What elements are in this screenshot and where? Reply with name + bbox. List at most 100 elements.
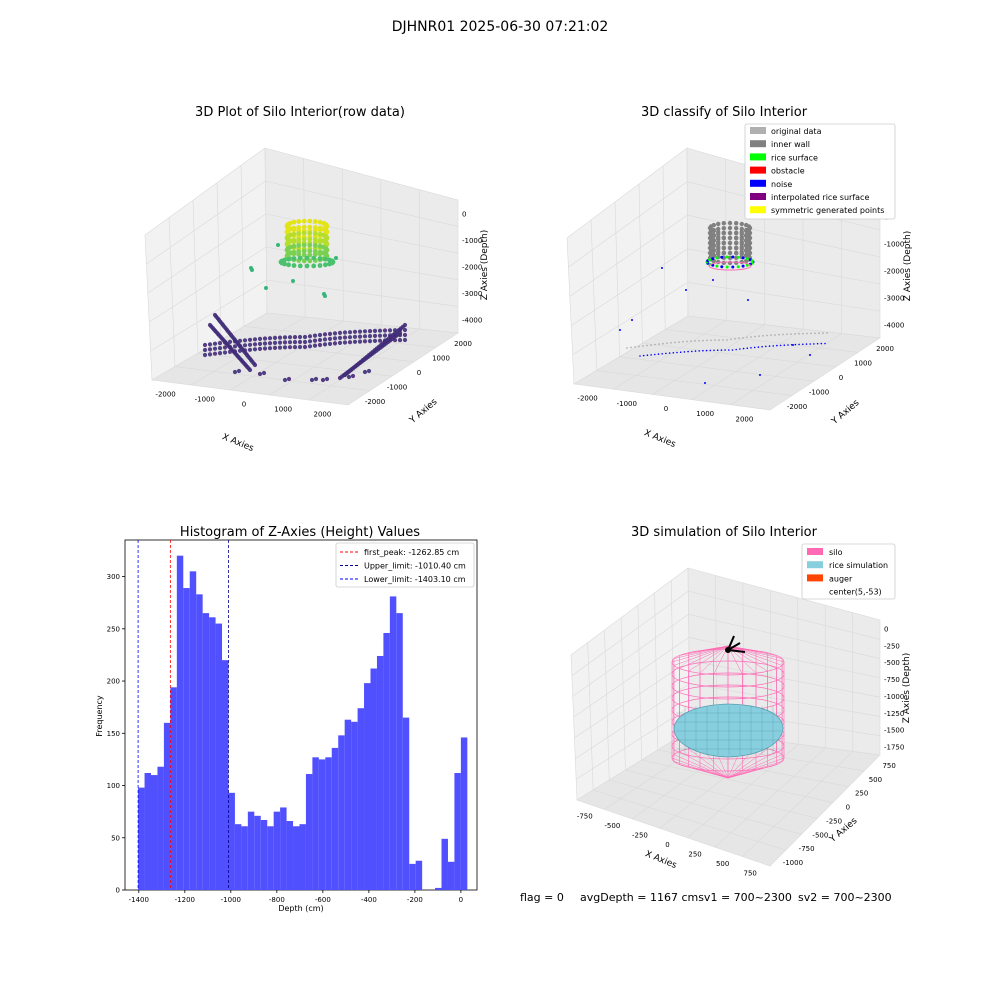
classify-noise-point — [702, 349, 704, 352]
histogram-bar — [331, 747, 339, 890]
raw-point — [296, 225, 302, 230]
raw-point — [387, 328, 393, 333]
raw-point — [291, 263, 297, 268]
classify-inner-wall-point — [727, 250, 733, 256]
silo-roof-strut — [688, 645, 729, 672]
x-tick-label: 0 — [242, 401, 246, 409]
classify-3d-ticks: -2000-1000010002000-2000-10000100020000-… — [577, 214, 904, 424]
raw-point — [342, 335, 348, 340]
classify-original-point — [730, 338, 732, 341]
histogram-bar — [389, 596, 397, 890]
raw-point — [302, 334, 308, 340]
histogram-legend: first_peak: -1262.85 cm Upper_limit: -101… — [335, 542, 475, 588]
raw-point — [332, 341, 338, 346]
classify-inner-wall-point — [716, 221, 721, 227]
z-tick-label: -3000 — [884, 295, 904, 303]
classify-original-point — [762, 334, 764, 337]
histogram-title: Histogram of Z-Axies (Height) Values — [180, 525, 420, 540]
histogram-x-tick-label: -1200 — [175, 896, 195, 904]
classify-inner-wall-point — [734, 231, 739, 236]
classify-inner-wall-point — [727, 245, 733, 251]
panel-raw-3d: 3D Plot of Silo Interior(row data) -2000… — [144, 105, 490, 454]
z-tick-label: -750 — [884, 676, 900, 684]
classify-inner-wall-point — [721, 246, 726, 251]
histogram-bar — [247, 811, 255, 890]
classify-original-point — [814, 332, 816, 335]
raw-point — [323, 256, 328, 262]
classify-legend-swatch — [750, 166, 766, 174]
raw-point — [301, 230, 307, 236]
y-tick-label: -1000 — [783, 859, 803, 867]
raw-z-axis-label: Z Axies (Depth) — [480, 230, 490, 301]
classify-noise-point — [809, 354, 811, 356]
raw-point — [202, 342, 208, 348]
simulation-legend-label: center(5,-53) — [829, 588, 882, 597]
raw-point — [282, 377, 288, 383]
classify-inner-wall-point — [711, 232, 716, 238]
histogram-bar — [460, 737, 468, 890]
histogram-bar — [415, 860, 423, 890]
x-tick-label: 1000 — [696, 410, 714, 418]
classify-original-point — [738, 337, 740, 340]
raw-point — [367, 334, 373, 339]
x-tick-label: -1000 — [195, 396, 215, 404]
histogram-bar — [222, 660, 229, 890]
classify-surface-point — [725, 265, 729, 269]
raw-3d-panes — [144, 147, 459, 406]
raw-point — [307, 230, 313, 236]
classify-inner-wall-point — [739, 221, 744, 227]
classify-original-point — [718, 339, 720, 341]
x-tick-label: 0 — [665, 841, 669, 849]
raw-point — [272, 335, 278, 340]
raw-point — [257, 336, 263, 341]
raw-point — [342, 340, 348, 345]
classify-inner-wall-point — [716, 241, 721, 247]
classify-noise-point — [646, 354, 649, 357]
classify-noise-point — [619, 329, 621, 331]
raw-point — [301, 242, 307, 248]
raw-point — [222, 350, 228, 355]
raw-point — [252, 362, 258, 368]
classify-noise-point — [731, 349, 734, 351]
histogram-y-tick-label: 0 — [116, 887, 120, 895]
z-tick-label: -1000 — [884, 241, 904, 249]
raw-point — [292, 340, 298, 345]
raw-point — [287, 345, 293, 350]
simulation-z-axis-label: Z Axies (Depth) — [902, 653, 912, 724]
x-tick-label: -2000 — [155, 391, 175, 399]
raw-point — [304, 263, 310, 269]
classify-surface-point — [741, 256, 745, 260]
raw-point — [291, 279, 295, 283]
raw-point — [352, 334, 358, 339]
z-tick-label: 0 — [462, 210, 466, 218]
classify-original-point — [826, 332, 828, 334]
raw-point — [301, 252, 307, 258]
classify-noise-point — [761, 345, 763, 348]
histogram-legend-label: Upper_limit: -1010.40 cm — [364, 562, 466, 571]
classify-noise-point — [813, 343, 815, 345]
raw-point — [296, 231, 302, 236]
histogram-bar — [447, 861, 455, 890]
histogram-bar — [138, 787, 145, 890]
classify-noise-point — [668, 352, 671, 354]
classify-legend: original data inner wall rice surface obsta… — [744, 123, 896, 220]
raw-point — [252, 347, 258, 352]
raw-point — [277, 340, 283, 345]
raw-point — [352, 329, 358, 334]
x-tick-label: -2000 — [577, 395, 597, 403]
z-tick-label: -1000 — [462, 237, 482, 245]
panel-classify-3d: 3D classify of Silo Interior -2000-10000… — [566, 105, 913, 450]
classify-inner-wall-point — [727, 255, 733, 261]
classify-original-point — [798, 332, 800, 335]
raw-point — [307, 242, 313, 248]
histogram-bar — [234, 824, 242, 890]
x-tick-label: 750 — [744, 869, 757, 877]
raw-point — [357, 339, 363, 344]
classify-inner-wall-point — [739, 226, 744, 232]
histogram-bar — [144, 772, 152, 890]
histogram-bar — [312, 757, 319, 890]
classify-original-point — [714, 339, 716, 341]
raw-point — [322, 292, 326, 296]
classify-noise-point — [704, 382, 706, 384]
classify-inner-wall-point — [716, 231, 721, 237]
